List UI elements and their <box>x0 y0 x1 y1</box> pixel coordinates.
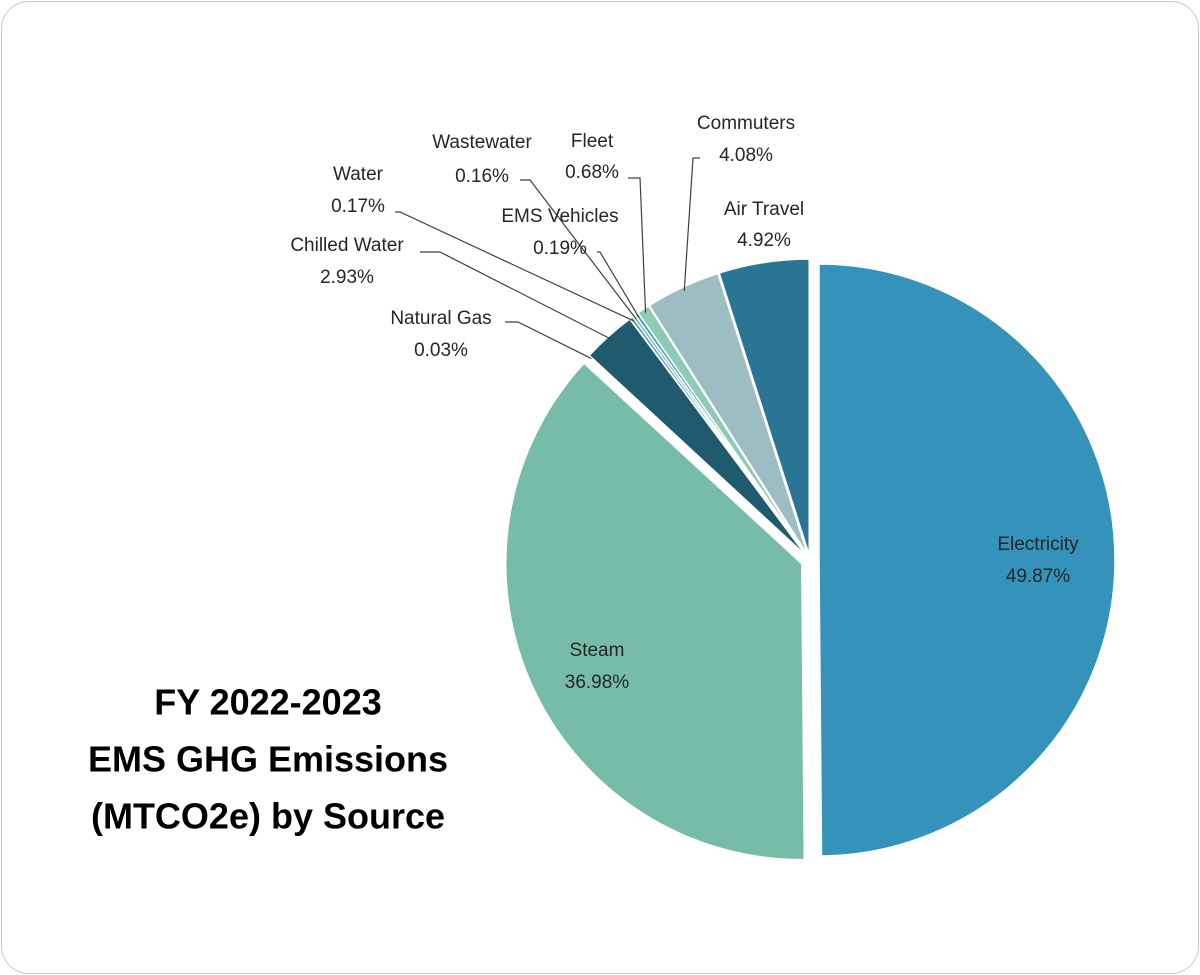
value-label: 4.92% <box>737 230 791 251</box>
value-label: 2.93% <box>320 267 374 288</box>
slice-label: Natural Gas <box>390 308 491 329</box>
slice-label: Water <box>333 164 384 185</box>
leader-line <box>505 321 592 360</box>
value-label: 4.08% <box>719 145 773 166</box>
value-label: 0.03% <box>414 340 468 361</box>
slice-label: Electricity <box>997 534 1079 555</box>
slice-label: Steam <box>570 640 625 661</box>
pie-slice <box>505 362 806 861</box>
value-label: 0.16% <box>455 166 509 187</box>
slice-label: Air Travel <box>724 199 804 220</box>
leader-line <box>520 179 637 320</box>
value-label: 0.68% <box>565 162 619 183</box>
leader-line <box>628 177 647 313</box>
leader-line <box>597 251 640 318</box>
slice-label: Wastewater <box>432 132 532 153</box>
value-label: 0.19% <box>533 238 587 259</box>
slice-label: Commuters <box>697 113 795 134</box>
slice-label: EMS Vehicles <box>501 206 618 227</box>
value-label: 0.17% <box>331 196 385 217</box>
slice-label: Fleet <box>571 131 614 152</box>
value-label: 36.98% <box>565 672 630 693</box>
pie-slice <box>718 258 810 556</box>
slice-label: Chilled Water <box>290 235 404 256</box>
leader-line <box>395 211 634 322</box>
pie-slice <box>818 263 1116 857</box>
pie-slice <box>648 272 809 556</box>
chart-title: (MTCO2e) by Source <box>91 796 445 837</box>
leader-line <box>420 251 612 340</box>
leader-line <box>683 157 700 291</box>
value-label: 49.87% <box>1006 566 1071 587</box>
chart-title: EMS GHG Emissions <box>88 739 448 780</box>
chart-title: FY 2022-2023 <box>154 682 382 723</box>
